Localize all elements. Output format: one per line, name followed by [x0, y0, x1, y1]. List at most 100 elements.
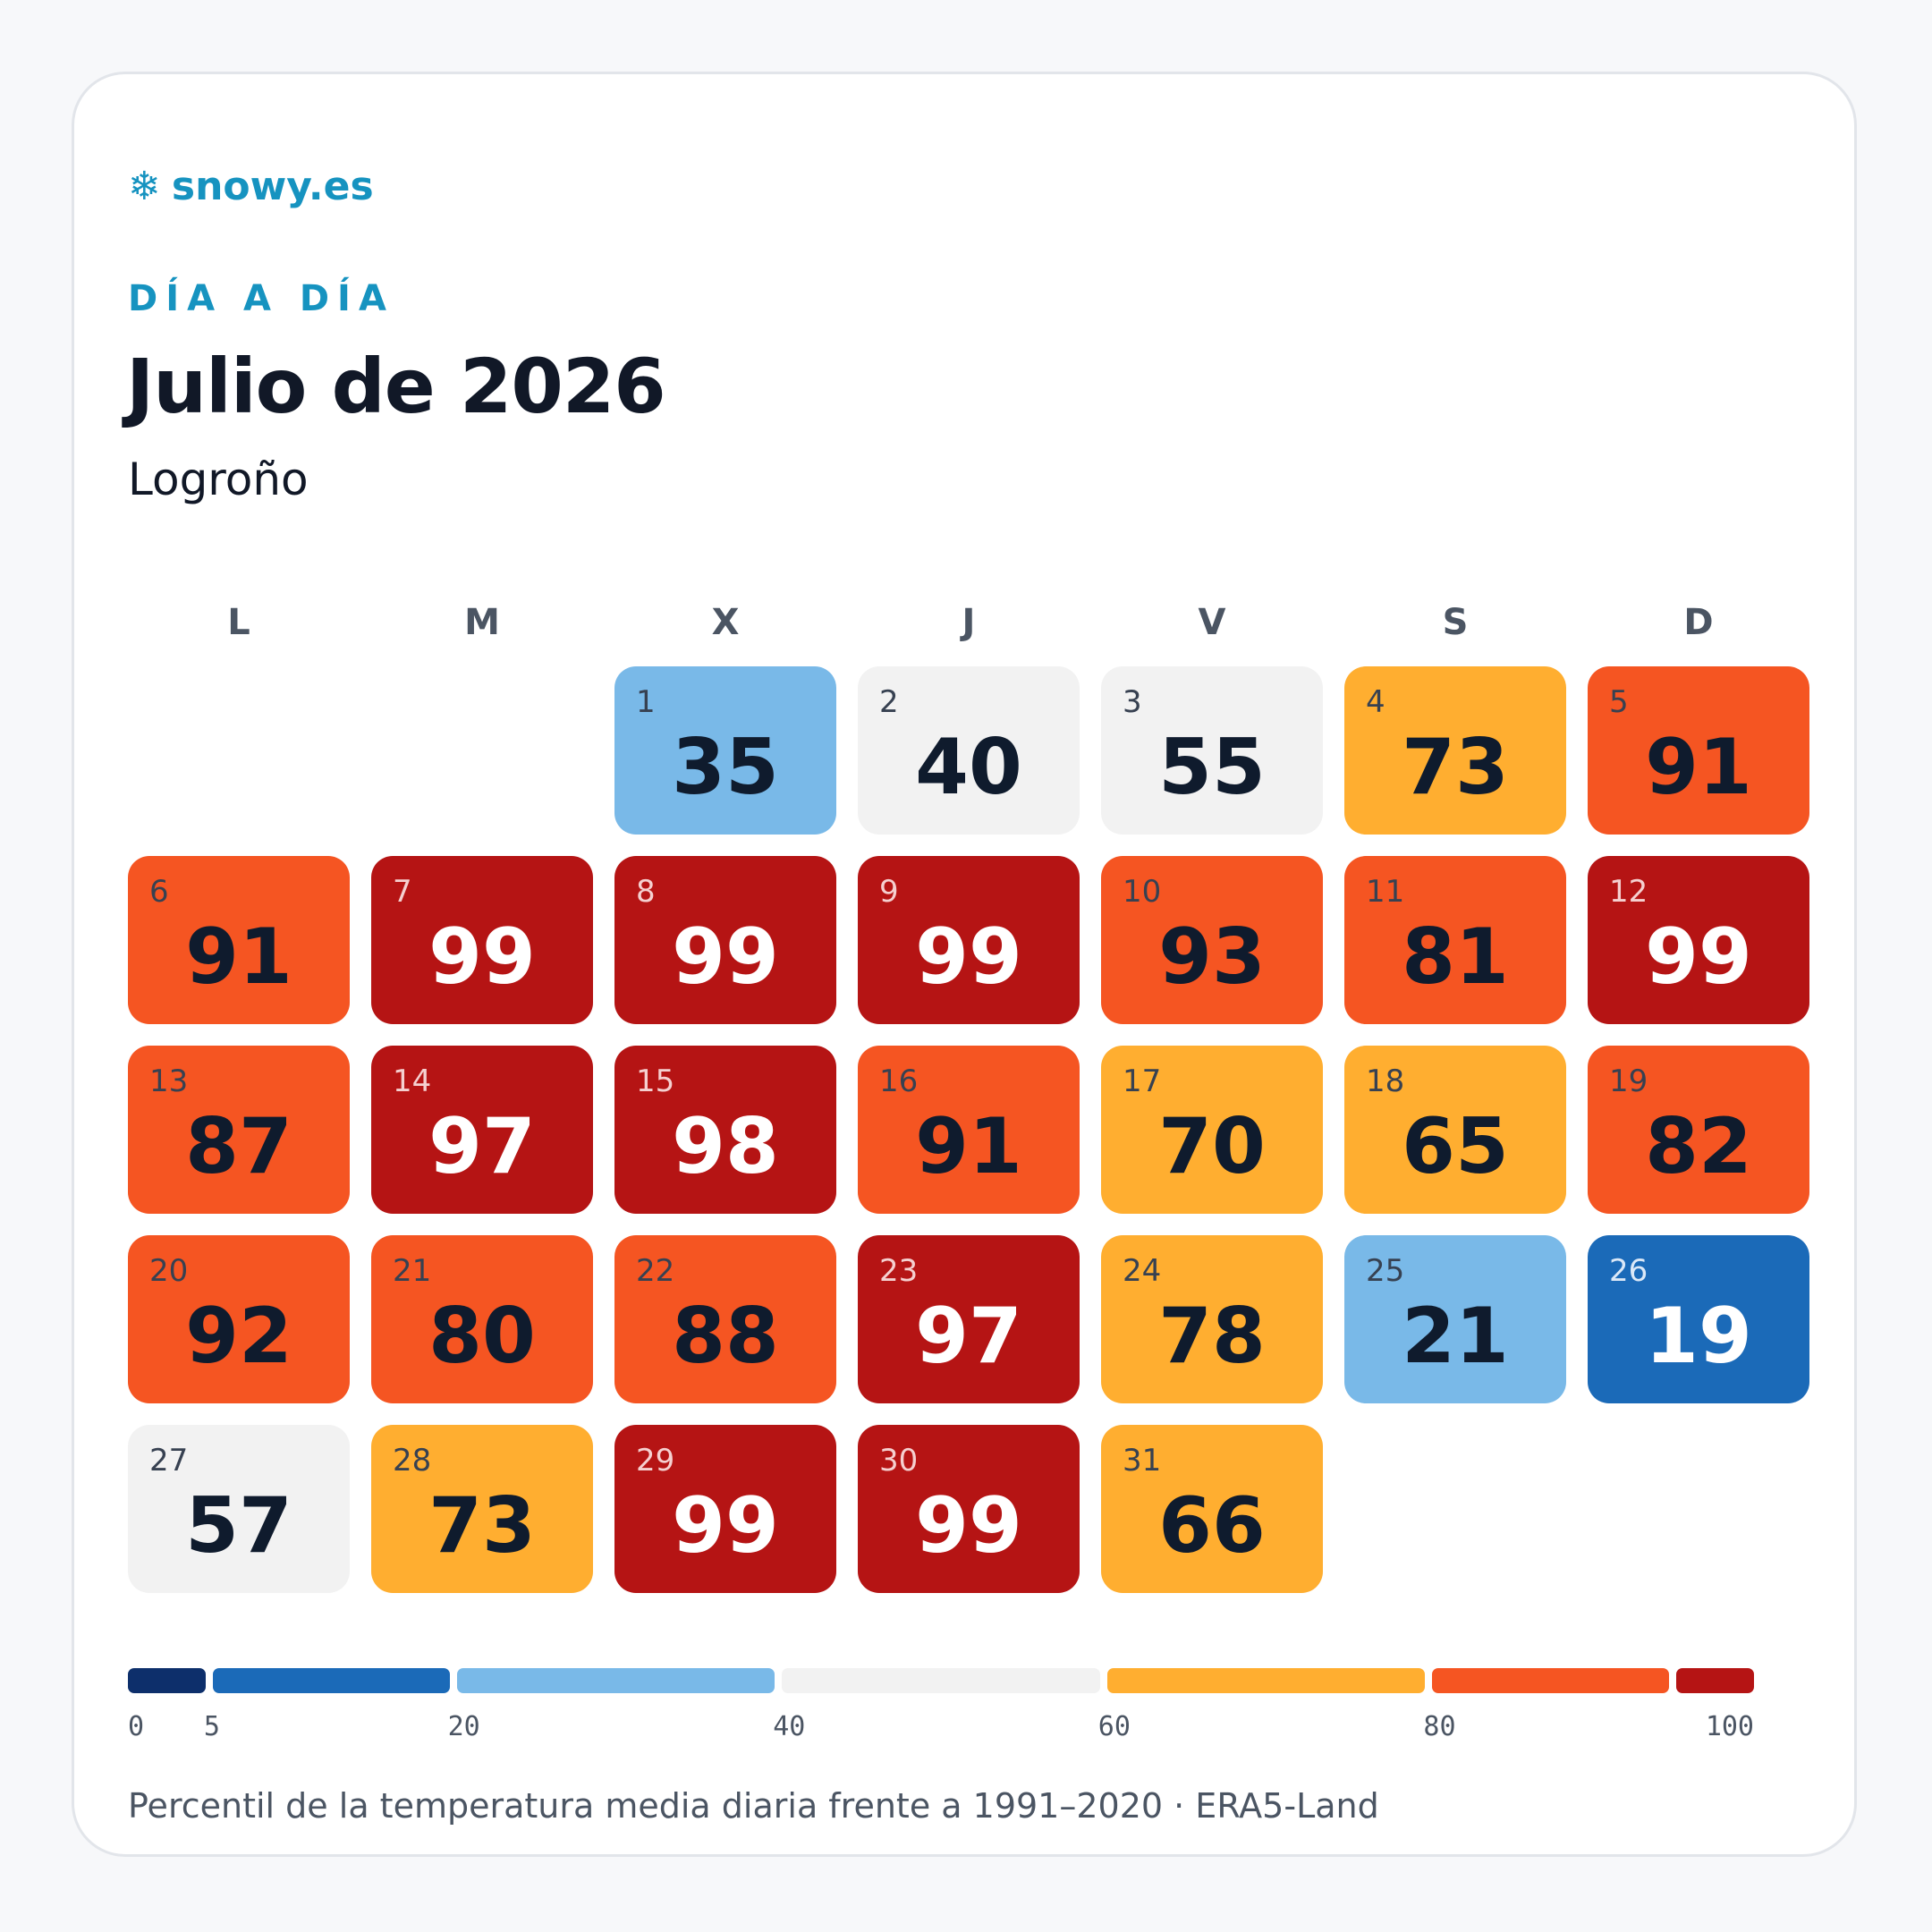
- day-number: 10: [1123, 874, 1162, 910]
- day-number: 5: [1609, 684, 1629, 720]
- day-percentile: 55: [1158, 723, 1266, 812]
- day-percentile: 73: [428, 1481, 536, 1571]
- day-percentile: 73: [1402, 723, 1509, 812]
- brand[interactable]: ❄ snowy.es: [128, 164, 374, 209]
- day-cell[interactable]: 30 99: [858, 1425, 1080, 1593]
- day-cell[interactable]: 21 80: [371, 1235, 593, 1403]
- weekday-label: M: [464, 602, 500, 643]
- day-cell[interactable]: 6 91: [128, 856, 350, 1024]
- day-percentile: 99: [915, 1481, 1022, 1571]
- day-percentile: 97: [915, 1292, 1022, 1381]
- day-cell[interactable]: 7 99: [371, 856, 593, 1024]
- day-percentile: 91: [915, 1102, 1022, 1191]
- day-cell[interactable]: 3 55: [1101, 666, 1323, 835]
- brand-name: snowy.es: [171, 164, 374, 209]
- day-number: 16: [879, 1063, 919, 1099]
- calendar-card: ❄ snowy.es DÍA A DÍA Julio de 2026 Logro…: [72, 72, 1857, 1857]
- legend-segment: [212, 1668, 450, 1693]
- day-cell[interactable]: 20 92: [128, 1235, 350, 1403]
- weekday-label: X: [711, 602, 740, 643]
- day-number: 3: [1123, 684, 1142, 720]
- day-percentile: 35: [672, 723, 779, 812]
- day-cell[interactable]: 9 99: [858, 856, 1080, 1024]
- legend-segment: [128, 1668, 206, 1693]
- day-number: 13: [149, 1063, 189, 1099]
- day-cell[interactable]: 10 93: [1101, 856, 1323, 1024]
- day-number: 11: [1366, 874, 1405, 910]
- legend-tick-label: 40: [773, 1711, 806, 1742]
- day-number: 30: [879, 1443, 919, 1479]
- day-percentile: 65: [1402, 1102, 1509, 1191]
- day-number: 22: [636, 1253, 675, 1289]
- day-cell[interactable]: 5 91: [1588, 666, 1809, 835]
- day-percentile: 97: [428, 1102, 536, 1191]
- day-cell[interactable]: 13 87: [128, 1046, 350, 1214]
- day-cell[interactable]: 11 81: [1344, 856, 1566, 1024]
- legend-segment: [1432, 1668, 1670, 1693]
- day-number: 2: [879, 684, 899, 720]
- legend-tick-label: 20: [447, 1711, 480, 1742]
- day-number: 29: [636, 1443, 675, 1479]
- day-number: 7: [393, 874, 412, 910]
- weekday-label: V: [1198, 602, 1226, 643]
- day-cell[interactable]: 15 98: [614, 1046, 836, 1214]
- day-percentile: 98: [672, 1102, 779, 1191]
- day-percentile: 91: [185, 912, 292, 1002]
- legend-segment: [1676, 1668, 1754, 1693]
- day-number: 17: [1123, 1063, 1162, 1099]
- day-percentile: 21: [1402, 1292, 1509, 1381]
- day-number: 20: [149, 1253, 189, 1289]
- day-number: 31: [1123, 1443, 1162, 1479]
- day-cell[interactable]: 22 88: [614, 1235, 836, 1403]
- day-percentile: 82: [1645, 1102, 1752, 1191]
- day-cell[interactable]: 29 99: [614, 1425, 836, 1593]
- day-number: 4: [1366, 684, 1385, 720]
- day-cell[interactable]: 24 78: [1101, 1235, 1323, 1403]
- weekday-label: L: [227, 602, 250, 643]
- day-number: 6: [149, 874, 169, 910]
- weekday-label: S: [1442, 602, 1469, 643]
- day-cell[interactable]: 2 40: [858, 666, 1080, 835]
- legend-segment: [782, 1668, 1100, 1693]
- day-number: 12: [1609, 874, 1648, 910]
- day-cell[interactable]: 4 73: [1344, 666, 1566, 835]
- day-percentile: 99: [1645, 912, 1752, 1002]
- day-percentile: 70: [1158, 1102, 1266, 1191]
- day-cell[interactable]: 19 82: [1588, 1046, 1809, 1214]
- day-cell[interactable]: 1 35: [614, 666, 836, 835]
- day-cell[interactable]: 14 97: [371, 1046, 593, 1214]
- day-number: 24: [1123, 1253, 1162, 1289]
- day-number: 14: [393, 1063, 432, 1099]
- day-cell[interactable]: 12 99: [1588, 856, 1809, 1024]
- day-cell[interactable]: 8 99: [614, 856, 836, 1024]
- day-percentile: 40: [915, 723, 1022, 812]
- day-percentile: 57: [185, 1481, 292, 1571]
- day-cell[interactable]: 27 57: [128, 1425, 350, 1593]
- legend-segment: [1106, 1668, 1426, 1693]
- day-cell[interactable]: 16 91: [858, 1046, 1080, 1214]
- day-percentile: 78: [1158, 1292, 1266, 1381]
- legend-tick-label: 100: [1705, 1711, 1754, 1742]
- legend-segment: [456, 1668, 775, 1693]
- day-cell[interactable]: 17 70: [1101, 1046, 1323, 1214]
- day-cell[interactable]: 26 19: [1588, 1235, 1809, 1403]
- day-percentile: 93: [1158, 912, 1266, 1002]
- page-title: Julio de 2026: [126, 343, 666, 430]
- legend-tick-label: 80: [1423, 1711, 1456, 1742]
- day-number: 9: [879, 874, 899, 910]
- day-cell[interactable]: 28 73: [371, 1425, 593, 1593]
- day-percentile: 80: [428, 1292, 536, 1381]
- day-number: 8: [636, 874, 656, 910]
- legend-tick-label: 0: [128, 1711, 145, 1742]
- day-number: 27: [149, 1443, 189, 1479]
- day-cell[interactable]: 23 97: [858, 1235, 1080, 1403]
- day-cell[interactable]: 25 21: [1344, 1235, 1566, 1403]
- day-number: 15: [636, 1063, 675, 1099]
- day-cell[interactable]: 31 66: [1101, 1425, 1323, 1593]
- weekday-label: J: [962, 602, 976, 643]
- day-percentile: 19: [1645, 1292, 1752, 1381]
- legend-tick-label: 60: [1097, 1711, 1131, 1742]
- day-number: 25: [1366, 1253, 1405, 1289]
- location-name: Logroño: [128, 453, 309, 505]
- day-cell[interactable]: 18 65: [1344, 1046, 1566, 1214]
